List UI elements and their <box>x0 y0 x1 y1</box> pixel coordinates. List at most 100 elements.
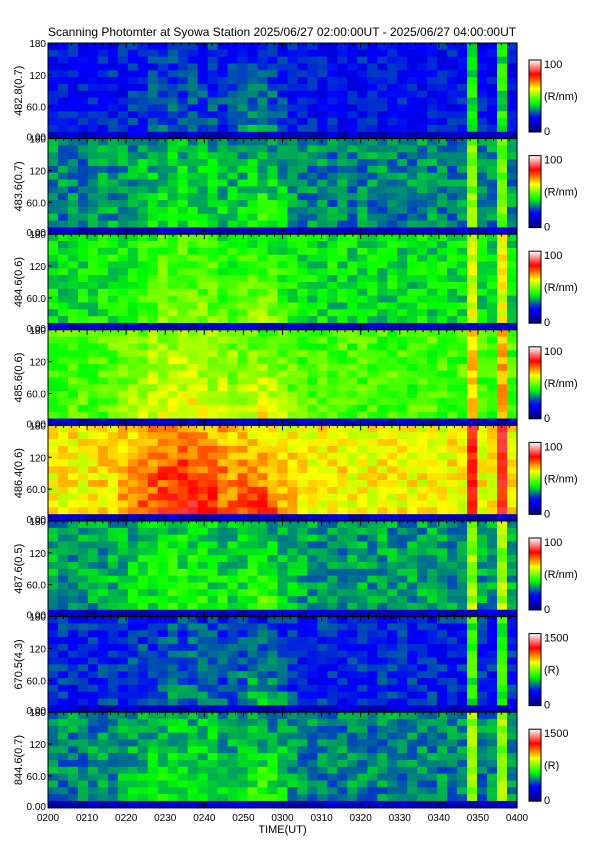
heatmap-cell <box>317 227 329 235</box>
heatmap-cell <box>347 568 358 577</box>
heatmap-cell <box>497 575 508 584</box>
heatmap-cell <box>97 90 109 99</box>
heatmap-cell <box>67 302 79 310</box>
heatmap-cell <box>48 363 59 372</box>
heatmap-cell <box>48 404 59 413</box>
heatmap-cell <box>167 616 179 625</box>
heatmap-cell <box>117 480 129 488</box>
heatmap-cell <box>477 234 488 242</box>
heatmap-cell <box>147 302 159 310</box>
heatmap-cell <box>217 507 229 515</box>
heatmap-cell <box>387 596 398 604</box>
heatmap-cell <box>217 534 229 543</box>
heatmap-cell <box>427 582 438 590</box>
heatmap-cell <box>297 411 309 420</box>
heatmap-cell <box>267 275 279 283</box>
heatmap-cell <box>327 268 338 276</box>
heatmap-cell <box>217 322 229 331</box>
heatmap-cell <box>417 500 428 508</box>
heatmap-cell <box>327 384 338 392</box>
heatmap-cell <box>87 172 99 181</box>
heatmap-cell <box>97 268 109 276</box>
heatmap-cell <box>127 295 139 304</box>
heatmap-cell <box>267 261 279 269</box>
heatmap-cell <box>377 336 388 345</box>
heatmap-cell <box>307 527 319 536</box>
heatmap-cell <box>357 241 368 249</box>
heatmap-cell <box>507 363 518 372</box>
heatmap-cell <box>327 213 338 222</box>
heatmap-cell <box>217 370 229 379</box>
heatmap-cell <box>437 507 448 515</box>
heatmap-cell <box>97 97 109 106</box>
heatmap-cell <box>377 322 388 331</box>
heatmap-cell <box>247 200 259 208</box>
heatmap-cell <box>307 514 319 522</box>
heatmap-cell <box>147 507 159 515</box>
heatmap-cell <box>477 138 488 147</box>
heatmap-cell <box>207 316 219 324</box>
heatmap-cell <box>48 316 59 324</box>
heatmap-cell <box>77 698 89 706</box>
heatmap-cell <box>387 534 398 543</box>
heatmap-cell <box>387 582 398 590</box>
heatmap-cell <box>48 152 59 160</box>
heatmap-cell <box>377 473 388 481</box>
heatmap-cell <box>97 432 109 440</box>
heatmap-cell <box>107 43 119 51</box>
heatmap-cell <box>407 357 418 365</box>
heatmap-cell <box>77 596 89 604</box>
heatmap-cell <box>437 418 448 426</box>
heatmap-cell <box>177 43 189 51</box>
heatmap-cell <box>287 589 299 597</box>
heatmap-cell <box>347 282 358 290</box>
heatmap-cell <box>67 77 79 85</box>
heatmap-cell <box>477 227 488 235</box>
heatmap-cell <box>457 316 468 324</box>
heatmap-cell <box>467 200 478 208</box>
heatmap-cell <box>467 445 478 454</box>
heatmap-cell <box>397 159 408 167</box>
heatmap-cell <box>437 439 448 447</box>
heatmap-cell <box>497 480 508 488</box>
heatmap-cell <box>137 193 149 201</box>
heatmap-cell <box>317 507 329 515</box>
heatmap-cell <box>257 193 269 201</box>
heatmap-cell <box>287 227 299 235</box>
heatmap-cell <box>187 480 199 488</box>
heatmap-cell <box>127 398 139 406</box>
heatmap-cell <box>337 241 348 249</box>
heatmap-cell <box>377 384 388 392</box>
heatmap-cell <box>407 179 418 187</box>
heatmap-cell <box>97 63 109 71</box>
heatmap-cell <box>477 268 488 276</box>
heatmap-cell <box>377 70 388 78</box>
heatmap-cell <box>117 43 129 51</box>
heatmap-cell <box>77 275 89 283</box>
heatmap-cell <box>307 295 319 304</box>
heatmap-cell <box>477 575 488 584</box>
heatmap-cell <box>457 575 468 584</box>
heatmap-cell <box>417 179 428 187</box>
heatmap-cell <box>237 111 249 119</box>
heatmap-cell <box>377 124 388 133</box>
heatmap-cell <box>97 609 109 618</box>
heatmap-cell <box>317 329 329 338</box>
heatmap-cell <box>367 97 378 106</box>
heatmap-cell <box>507 200 518 208</box>
heatmap-cell <box>277 370 289 379</box>
heatmap-cell <box>227 247 239 256</box>
heatmap-cell <box>407 275 418 283</box>
heatmap-cell <box>247 118 259 126</box>
heatmap-cell <box>127 49 139 58</box>
heatmap-cell <box>497 425 508 433</box>
heatmap-cell <box>57 439 69 447</box>
heatmap-cell <box>507 500 518 508</box>
heatmap-cell <box>477 220 488 228</box>
y-tick-label: 120 <box>29 262 46 273</box>
heatmap-cell <box>207 220 219 228</box>
heatmap-cell <box>157 589 169 597</box>
heatmap-cell <box>287 186 299 194</box>
heatmap-cell <box>487 596 498 604</box>
heatmap-cell <box>407 316 418 324</box>
